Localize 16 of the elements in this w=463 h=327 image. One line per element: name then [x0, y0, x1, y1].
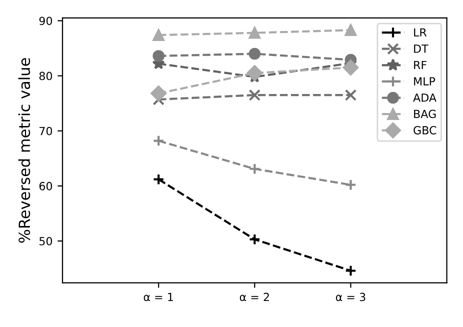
y-axis-title: %Reversed metric value: [18, 58, 30, 243]
x-tick-label: α = 2: [240, 292, 269, 302]
y-tick-label: 90: [39, 16, 52, 26]
legend-label: DT: [414, 44, 428, 53]
y-tick-label: 50: [40, 236, 52, 246]
legend-label: GBC: [414, 126, 436, 134]
y-tick-label: 60: [39, 182, 52, 190]
legend-label: RF: [414, 60, 426, 70]
legend-label: ADA: [413, 94, 436, 102]
y-tick-label: 80: [39, 72, 52, 80]
x-tick-label: α = 1: [144, 292, 173, 302]
legend-label: LR: [414, 28, 427, 36]
y-tick-label: 70: [40, 126, 52, 136]
legend-label: BAG: [414, 110, 436, 118]
legend-label: MLP: [414, 77, 436, 86]
x-tick-label: α = 3: [336, 292, 366, 302]
